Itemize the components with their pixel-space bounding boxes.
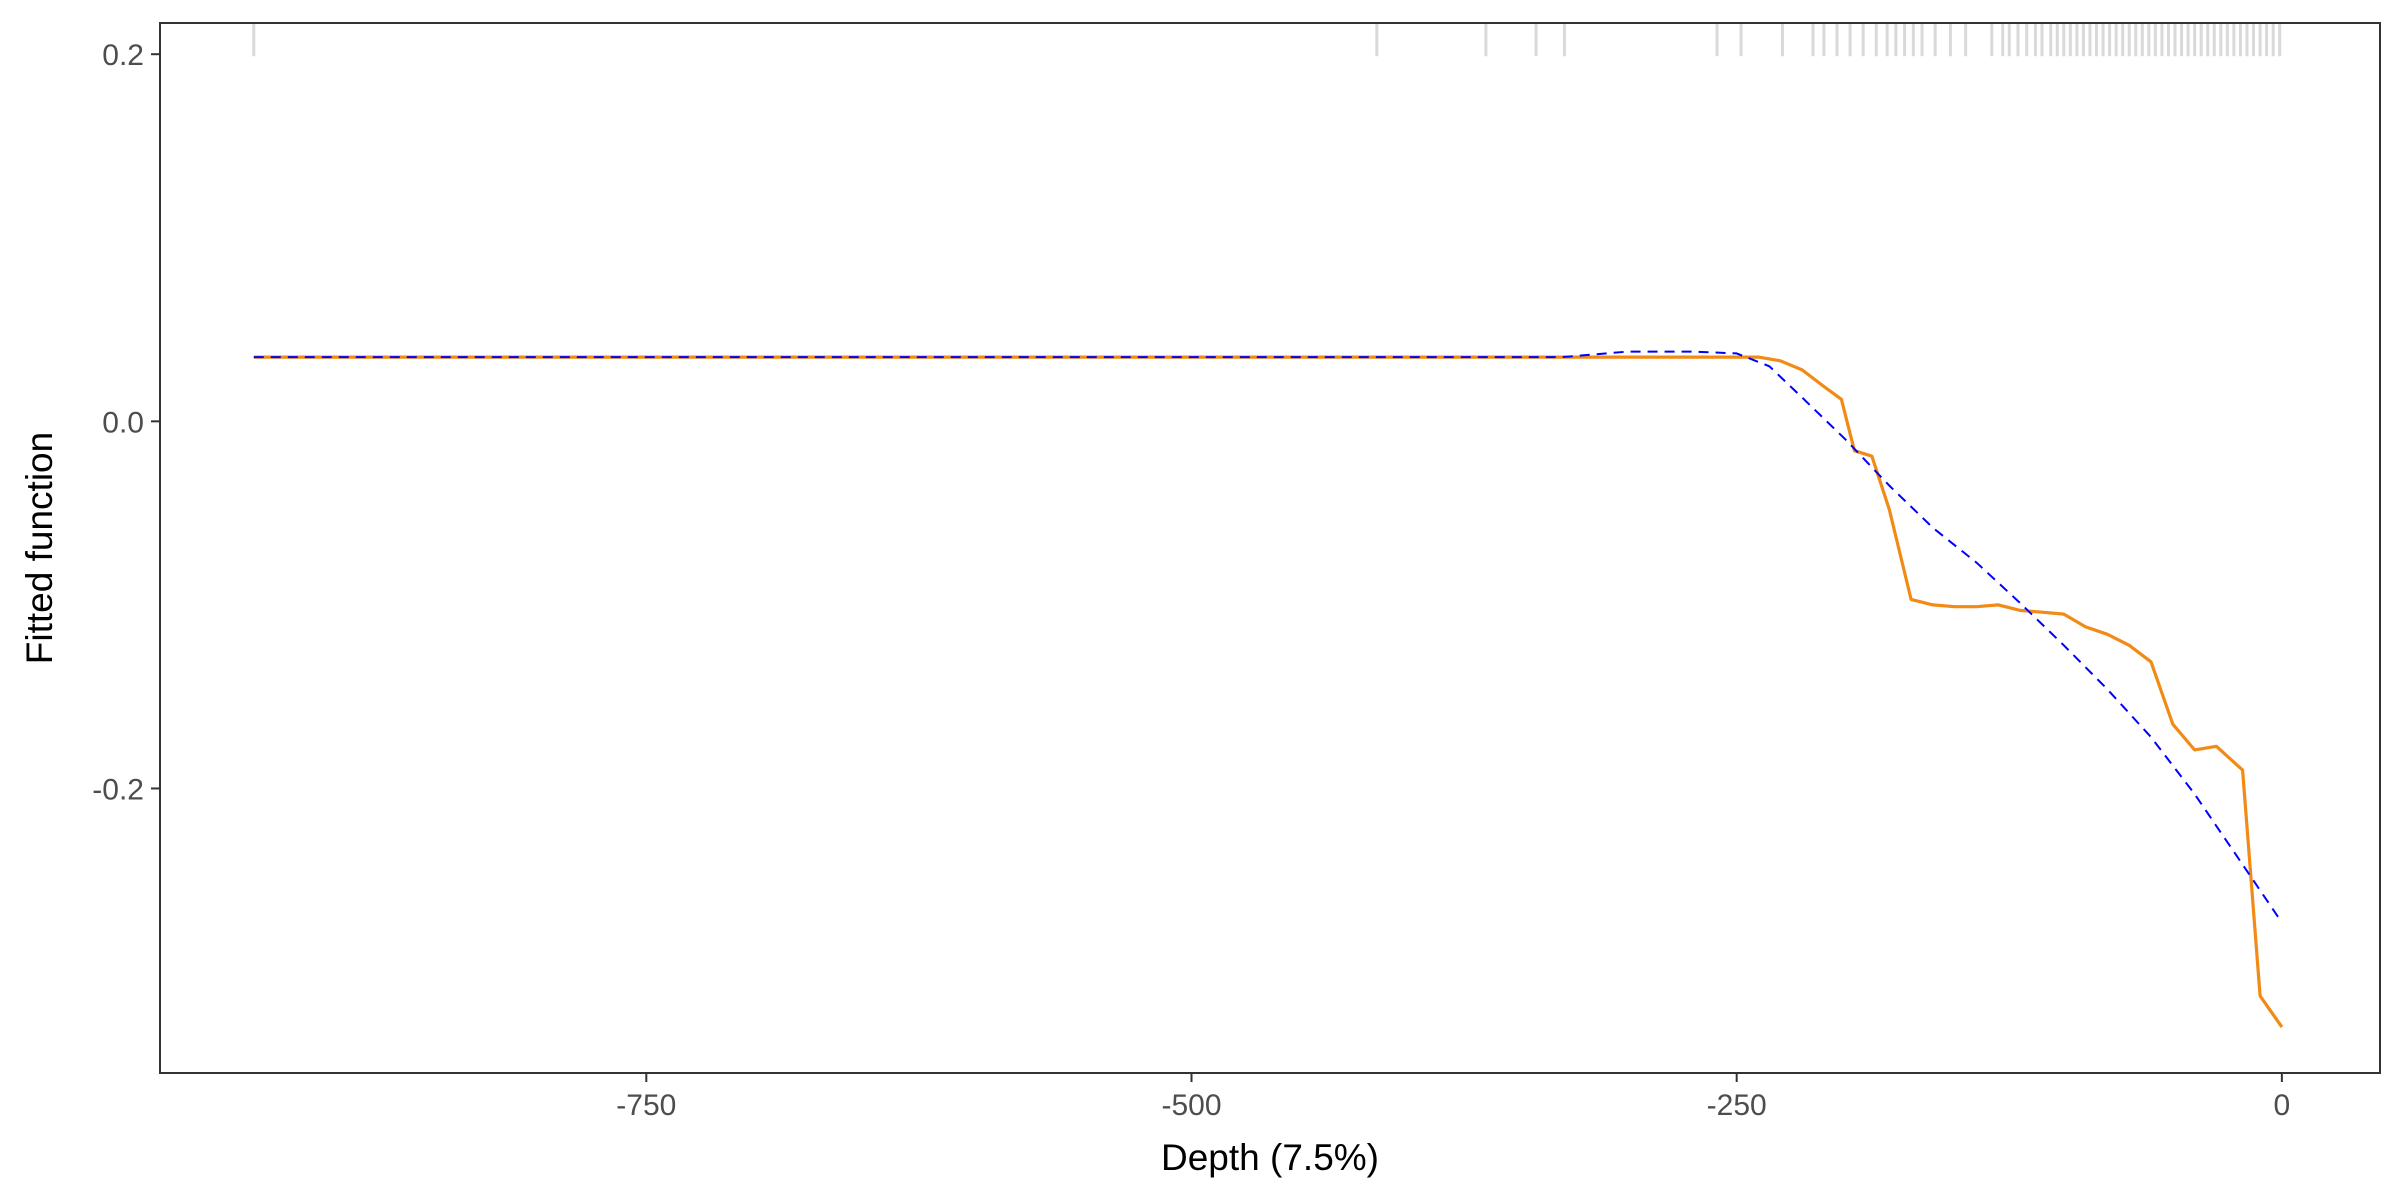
x-tick-label: 0 <box>2274 1089 2291 1122</box>
y-axis-title: Fitted function <box>19 432 60 664</box>
rug <box>252 22 2282 57</box>
x-axis-title: Depth (7.5%) <box>1161 1137 1379 1178</box>
y-tick-label: 0.0 <box>102 406 144 439</box>
series-layer <box>253 350 2284 1029</box>
series-line-1 <box>253 355 2284 1029</box>
x-tick-label: -750 <box>616 1089 676 1122</box>
x-axis: -750 -500 -250 0 <box>616 1073 2290 1122</box>
y-tick-label: -0.2 <box>92 773 144 806</box>
plot-panel-border <box>159 22 2381 1074</box>
y-axis: 0.2 0.0 -0.2 <box>92 39 160 806</box>
x-tick-label: -500 <box>1161 1089 1221 1122</box>
x-tick-label: -250 <box>1707 1089 1767 1122</box>
plot-background <box>160 23 2380 1073</box>
y-tick-label: 0.2 <box>102 39 144 72</box>
series-line-2 <box>253 350 2283 924</box>
